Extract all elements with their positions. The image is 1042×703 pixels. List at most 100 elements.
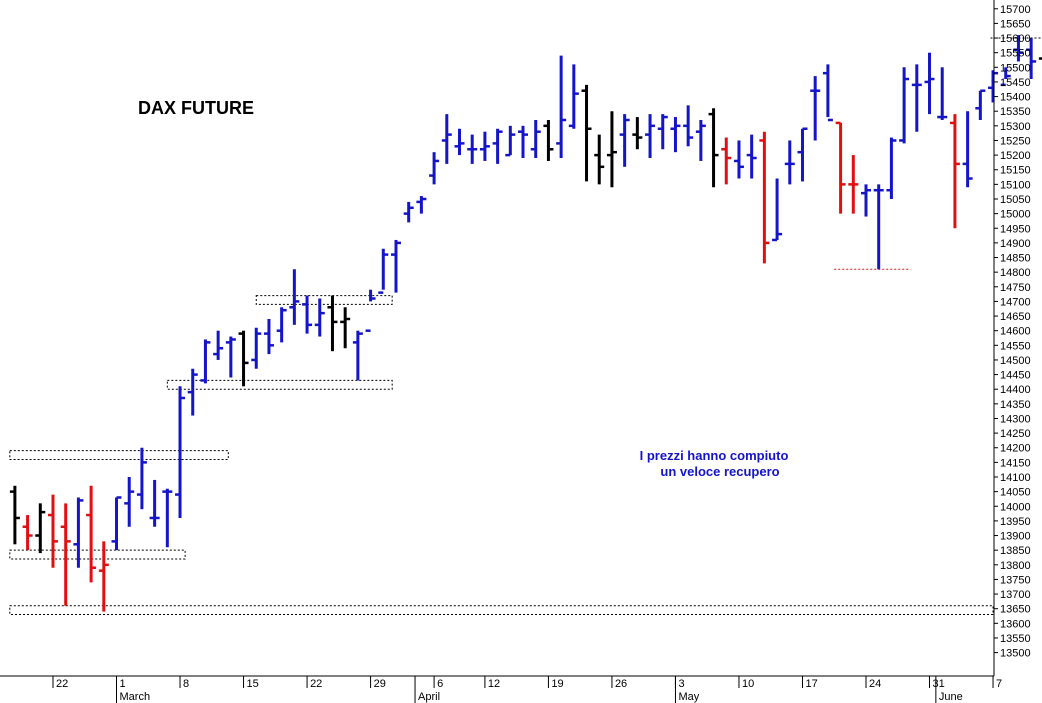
ohlc-bar [9, 485, 20, 545]
y-tick-label: 13950 [1000, 516, 1031, 528]
month-label: April [418, 691, 440, 703]
support-zone [255, 295, 393, 305]
y-tick-label: 13600 [1000, 618, 1031, 630]
ohlc-bar [594, 134, 605, 185]
support-zone [9, 450, 229, 460]
x-axis: 22 1 8 15 22 29 6 12 19 26 3 10 17 24 31 7 March April May… [0, 675, 1002, 703]
month-label: June [939, 691, 963, 703]
x-tick-label: 29 [374, 678, 386, 690]
x-tick-label: 10 [742, 678, 754, 690]
ohlc-bar [403, 201, 414, 223]
ohlc-bar [365, 289, 376, 332]
ohlc-bar [822, 64, 833, 122]
ohlc-bar [22, 515, 33, 551]
x-tick-label: 15 [247, 678, 259, 690]
ohlc-bar [1013, 35, 1024, 62]
ohlc-bar [861, 184, 871, 217]
y-tick-label: 14350 [1000, 399, 1031, 411]
ohlc-bar [949, 114, 960, 229]
ohlc-bar [924, 52, 935, 115]
y-tick-label: 15600 [1000, 33, 1031, 45]
ohlc-bar [213, 330, 224, 360]
y-tick-label: 15400 [1000, 92, 1031, 104]
y-axis: 13500 13550 13600 13650 13700 13750 13800 13850… [993, 0, 1031, 676]
y-tick-label: 13750 [1000, 574, 1031, 586]
y-tick-label: 15650 [1000, 18, 1031, 30]
ohlc-bar [454, 128, 465, 156]
y-tick-label: 14100 [1000, 472, 1031, 484]
ohlc-bar [505, 125, 516, 157]
x-tick-label: 7 [996, 678, 1002, 690]
ohlc-bar [518, 125, 529, 159]
ohlc-bar [899, 67, 910, 144]
ohlc-bar [1038, 57, 1042, 60]
y-tick-label: 15350 [1000, 106, 1031, 118]
y-tick-label: 14950 [1000, 223, 1031, 235]
x-tick-label: 3 [678, 678, 684, 690]
ohlc-bar [73, 497, 84, 568]
y-tick-label: 13700 [1000, 589, 1031, 601]
ohlc-bar [479, 131, 490, 161]
x-tick-label: 26 [615, 678, 627, 690]
ohlc-bar [911, 64, 922, 132]
support-zone [166, 379, 393, 390]
annotation-line-2: un veloce recupero [660, 464, 779, 479]
ohlc-bar [810, 76, 821, 141]
y-tick-label: 13800 [1000, 560, 1031, 572]
ohlc-bar [225, 336, 236, 378]
ohlc-bar [835, 121, 846, 214]
ohlc-bar [289, 269, 300, 325]
ohlc-bar [772, 178, 783, 242]
y-tick-label: 14000 [1000, 501, 1031, 513]
ohlc-bar [848, 155, 859, 214]
ohlc-bar [962, 111, 973, 188]
y-tick-label: 14200 [1000, 443, 1031, 455]
ohlc-bar [441, 114, 452, 164]
ohlc-bar [390, 239, 401, 293]
x-tick-label: 12 [488, 678, 500, 690]
ohlc-bar [606, 111, 617, 188]
ohlc-bar [632, 117, 643, 150]
reference-lines [834, 37, 1042, 270]
ohlc-bar [175, 386, 186, 518]
y-tick-label: 13900 [1000, 531, 1031, 543]
ohlc-bar [873, 184, 884, 270]
y-tick-label: 15700 [1000, 4, 1031, 16]
y-tick-label: 14050 [1000, 487, 1031, 499]
price-bars [9, 35, 1042, 612]
ohlc-bar [263, 318, 274, 355]
ohlc-bar [467, 134, 478, 164]
ohlc-bar [937, 67, 948, 120]
x-tick-label: 19 [551, 678, 563, 690]
ohlc-bar [276, 307, 287, 343]
y-tick-label: 14600 [1000, 326, 1031, 338]
ohlc-bar [238, 330, 249, 387]
y-tick-label: 13550 [1000, 633, 1031, 645]
ohlc-bar [48, 494, 58, 568]
y-tick-label: 15100 [1000, 179, 1031, 191]
ohlc-bar [886, 137, 897, 199]
y-tick-label: 15500 [1000, 62, 1031, 74]
ohlc-bar [492, 128, 503, 164]
ohlc-bar [98, 541, 109, 612]
y-tick-label: 13500 [1000, 648, 1031, 660]
y-tick-label: 14900 [1000, 238, 1031, 250]
x-tick-label: 22 [56, 678, 68, 690]
chart-title: DAX FUTURE [138, 98, 254, 118]
y-tick-label: 14500 [1000, 355, 1031, 367]
ohlc-bar [695, 119, 706, 161]
ohlc-bar [657, 114, 668, 150]
y-tick-label: 14450 [1000, 370, 1031, 382]
x-tick-label: 22 [310, 678, 322, 690]
y-tick-label: 14850 [1000, 253, 1031, 265]
ohlc-bar [378, 248, 389, 294]
ohlc-bar [429, 152, 440, 185]
ohlc-bar [619, 114, 630, 167]
y-tick-label: 15150 [1000, 165, 1031, 177]
x-tick-label: 1 [120, 678, 126, 690]
y-tick-label: 13850 [1000, 545, 1031, 557]
ohlc-bar [683, 105, 694, 147]
ohlc-bar [1000, 67, 1011, 87]
ohlc-bar [746, 134, 757, 179]
